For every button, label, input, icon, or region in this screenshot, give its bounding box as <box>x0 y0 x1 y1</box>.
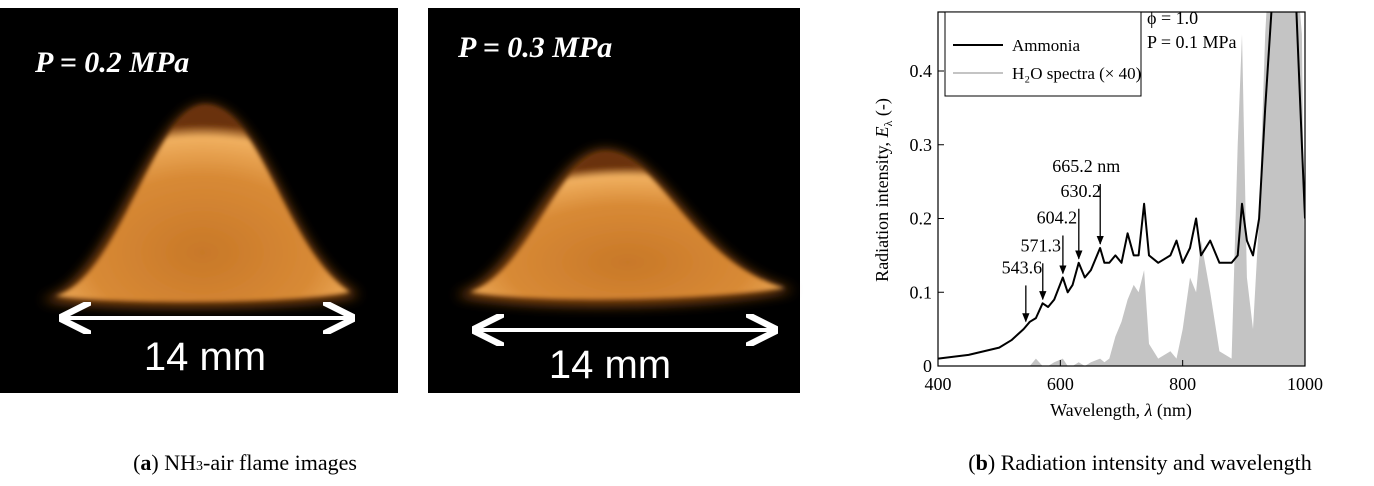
condition-label: ϕ = 1.0 <box>1147 8 1198 28</box>
x-axis-label: Wavelength, λ (nm) <box>1050 400 1192 421</box>
y-label-text: Radiation intensity, <box>872 137 892 281</box>
x-label-text: Wavelength, <box>1050 400 1145 420</box>
legend-label: Ammonia <box>1012 36 1080 55</box>
caption-part: ) <box>988 450 995 475</box>
annotation-label: 571.3 <box>1021 235 1062 255</box>
legend-label: H₂O spectra (× 40) <box>1012 64 1141 83</box>
y-tick-label: 0 <box>923 356 932 376</box>
y-tick-label: 0.1 <box>910 282 933 302</box>
scale-label: 14 mm <box>144 335 266 379</box>
y-tick-label: 0.2 <box>910 209 933 229</box>
y-label-var: E <box>872 126 892 138</box>
y-tick-label: 0.4 <box>910 61 933 81</box>
y-label-unit: (-) <box>872 98 893 120</box>
caption-text: -air flame images <box>203 450 357 475</box>
caption-part: ( <box>968 450 975 475</box>
caption-part: ) <box>151 450 158 475</box>
annotation-label: 604.2 <box>1037 208 1078 228</box>
x-tick-label: 400 <box>925 374 952 394</box>
caption-letter: b <box>976 450 988 475</box>
scale-label: 14 mm <box>549 343 671 387</box>
caption-part: ( <box>133 450 140 475</box>
figure: P = 0.2 MPa 14 mm P = 0.3 MPa 14 mm (a) … <box>0 0 1374 481</box>
image-label: P = 0.2 MPa <box>34 46 189 79</box>
x-tick-label: 800 <box>1169 374 1196 394</box>
y-tick-label: 0.3 <box>910 135 933 155</box>
caption-sub: 3 <box>196 459 203 474</box>
caption: (b) Radiation intensity and wavelength <box>968 450 1311 475</box>
x-label-var: λ <box>1144 400 1153 420</box>
flame-image: P = 0.2 MPa 14 mm <box>0 8 398 393</box>
y-axis-label: Radiation intensity, Eλ (-) <box>872 98 895 282</box>
caption-text: NH <box>159 450 196 475</box>
condition-label: P = 0.1 MPa <box>1147 32 1237 52</box>
image-label: P = 0.3 MPa <box>457 31 612 64</box>
flame-image: P = 0.3 MPa 14 mm <box>428 8 800 393</box>
caption-letter: a <box>140 450 151 475</box>
x-tick-label: 600 <box>1047 374 1074 394</box>
annotation-label: 630.2 <box>1061 181 1102 201</box>
annotation-label: 665.2 nm <box>1052 156 1120 176</box>
annotation-label: 543.6 <box>1002 257 1043 277</box>
x-tick-label: 1000 <box>1287 374 1323 394</box>
caption-text: Radiation intensity and wavelength <box>995 450 1312 475</box>
x-label-unit: (nm) <box>1152 400 1192 421</box>
caption: (a) NH3-air flame images <box>133 450 357 475</box>
